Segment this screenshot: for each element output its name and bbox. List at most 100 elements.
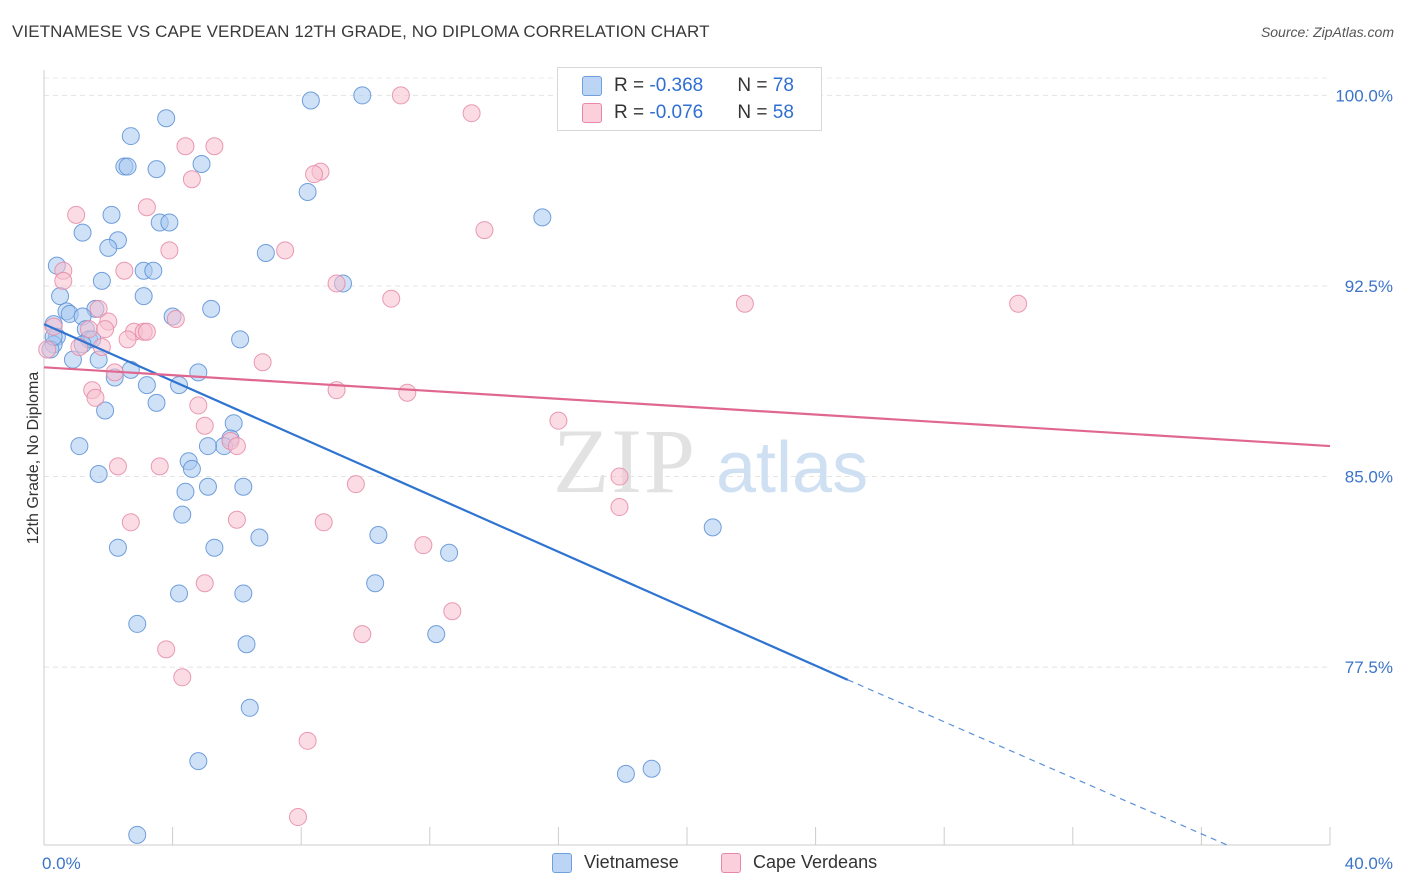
data-point (108, 538, 127, 557)
data-point (276, 241, 295, 260)
data-point (173, 505, 192, 524)
data-point (298, 731, 317, 750)
data-point (346, 475, 365, 494)
data-point (121, 127, 140, 146)
data-point (414, 536, 433, 555)
data-point (237, 635, 256, 654)
data-point (205, 538, 224, 557)
data-point (160, 213, 179, 232)
data-point (96, 401, 115, 420)
legend-r-value: -0.368 (649, 75, 704, 96)
data-point (224, 414, 243, 433)
x-tick-label: 40.0% (1345, 854, 1393, 873)
data-point (353, 86, 372, 105)
data-point (462, 104, 481, 123)
data-point (189, 752, 208, 771)
data-point (54, 271, 73, 290)
data-point (314, 513, 333, 532)
data-point (176, 137, 195, 156)
data-point (288, 808, 307, 827)
legend-n-label: N = (737, 75, 773, 96)
legend-swatch-cape-verdeans (721, 852, 741, 873)
data-point (118, 157, 137, 176)
data-point (353, 625, 372, 644)
data-point (443, 602, 462, 621)
trend-lines (43, 323, 1331, 846)
data-point (137, 376, 156, 395)
data-point (173, 668, 192, 687)
trend-line (43, 323, 849, 681)
data-point (70, 337, 89, 356)
chart-title: VIETNAMESE VS CAPE VERDEAN 12TH GRADE, N… (12, 22, 710, 41)
legend-item-cape-verdeans: Cape Verdeans (721, 852, 877, 873)
legend-r-label: R = (614, 75, 650, 96)
legend-swatch-vietnamese (582, 76, 602, 96)
data-point (80, 320, 99, 339)
data-point (189, 363, 208, 382)
data-point (198, 477, 217, 496)
data-point (38, 340, 57, 359)
data-point (182, 170, 201, 189)
legend-r-label: R = (614, 102, 650, 123)
data-point (227, 510, 246, 529)
data-point (195, 416, 214, 435)
data-points (38, 86, 1028, 844)
watermark: ZIP atlas (553, 410, 868, 512)
legend-row-vietnamese: R = -0.368 N = 78 (582, 73, 794, 99)
data-point (382, 289, 401, 308)
data-point (642, 759, 661, 778)
data-point (533, 208, 552, 227)
data-point (99, 238, 118, 257)
data-point (301, 91, 320, 110)
data-point (182, 459, 201, 478)
data-point (198, 437, 217, 456)
data-point (398, 383, 417, 402)
data-point (70, 437, 89, 456)
series-legend: Vietnamese Cape Verdeans (0, 852, 1406, 876)
data-point (369, 526, 388, 544)
x-tick-label: 0.0% (42, 854, 81, 873)
y-axis-label: 12th Grade, No Diploma (25, 372, 42, 545)
data-point (157, 109, 176, 128)
data-point (735, 294, 754, 313)
data-point (147, 393, 166, 412)
legend-n-label: N = (737, 102, 773, 123)
y-tick-label: 77.5% (1345, 658, 1393, 677)
data-point (157, 640, 176, 659)
data-point (137, 322, 156, 341)
data-point (327, 274, 346, 293)
source-label: Source: ZipAtlas.com (1260, 24, 1394, 40)
data-point (234, 584, 253, 603)
data-point (166, 310, 185, 329)
data-point (256, 243, 275, 262)
watermark-atlas: atlas (716, 428, 868, 508)
data-point (240, 698, 259, 717)
data-point (170, 584, 189, 603)
data-point (160, 241, 179, 260)
data-point (616, 764, 635, 783)
data-point (391, 86, 410, 105)
data-point (610, 498, 629, 517)
data-point (176, 482, 195, 501)
legend-row-cape-verdeans: R = -0.076 N = 58 (582, 100, 794, 126)
data-point (121, 513, 140, 532)
legend-item-vietnamese: Vietnamese (552, 852, 679, 873)
data-point (67, 205, 86, 224)
data-point (205, 137, 224, 156)
data-point (137, 198, 156, 217)
data-point (144, 261, 163, 280)
data-point (128, 825, 147, 844)
data-point (147, 160, 166, 179)
data-point (192, 155, 211, 174)
stats-legend: R = -0.368 N = 78 R = -0.076 N = 58 (557, 67, 822, 131)
data-point (549, 411, 568, 430)
legend-swatch-vietnamese (552, 852, 572, 873)
data-point (475, 221, 494, 240)
data-point (1009, 294, 1028, 313)
data-point (115, 261, 134, 280)
legend-n-value: 58 (772, 102, 794, 123)
trend-line (43, 366, 1331, 448)
legend-r-value: -0.076 (649, 102, 704, 123)
y-tick-label: 85.0% (1345, 468, 1393, 487)
data-point (366, 574, 385, 593)
